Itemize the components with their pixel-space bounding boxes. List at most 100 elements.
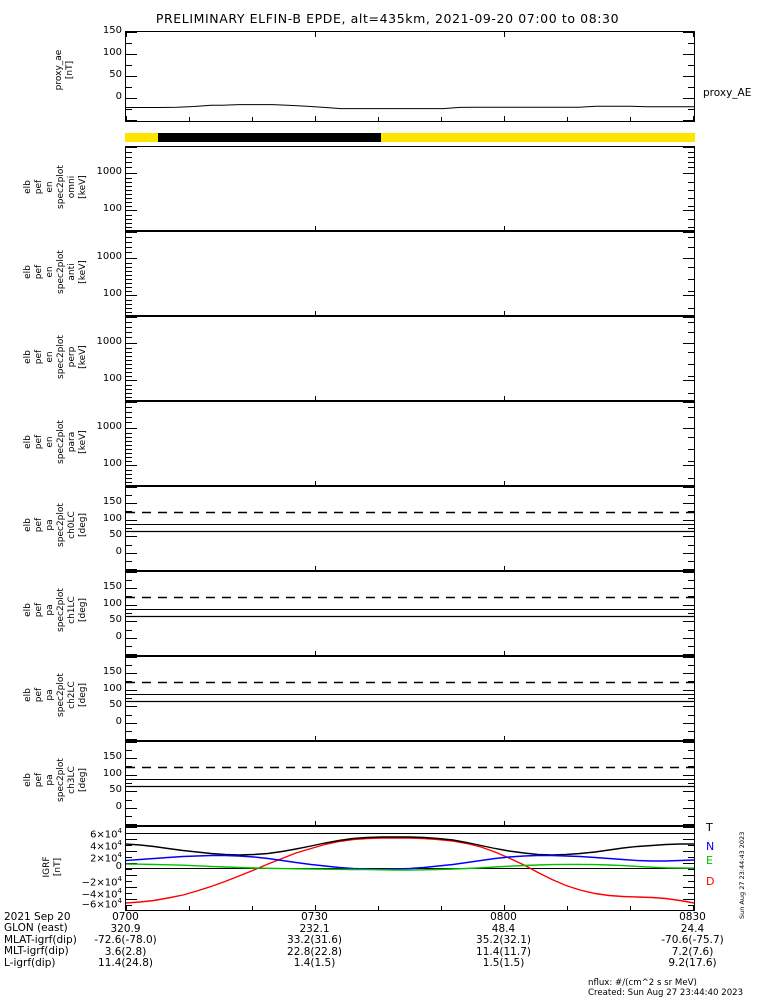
ylabel-word: spec2plot [56,673,66,717]
panel-epde-para-ylabel: elb pef en spec2plot para [keV] [10,401,120,486]
panel-pa-ch0lc-ytick-150: 150 [102,496,122,507]
panel-igrf-ytick-2e4: 2×104 [56,850,122,864]
xtick-label: 0730 [301,911,328,923]
panel-pa-ch2lc-ytick-150: 150 [102,666,122,677]
ephemeris-value-l: 11.4(24.8) [98,957,153,970]
ylabel-units: [deg] [78,598,88,622]
panel-epde-perp [125,316,695,401]
panel-igrf-ytick-m2e4: −2×104 [56,874,122,888]
pa-ch2lc-plot [126,657,694,740]
panel-igrf-ytick-0: 0 [115,861,122,872]
ephemeris-date-label: 2021 Sep 20 [4,911,71,923]
panel-pa-ch1lc [125,571,695,656]
ephemeris-column-0700: 0700 320.9 -72.6(-78.0) 3.6(2.8) 11.4(24… [73,911,178,970]
ytick-exponent: 4 [117,851,122,859]
panel-epde-omni-ytick-100: 100 [102,203,122,214]
ylabel-word: en [45,181,55,193]
ylabel-word: pa [45,689,55,701]
igrf-legend-N: N [706,840,715,853]
panel-epde-anti-ytick-1000: 1000 [96,251,122,262]
ytick-exponent: 4 [117,839,122,847]
epde-omni-plot [126,147,694,230]
panel-pa-ch3lc-ytick-50: 50 [109,784,122,795]
panel-pa-ch2lc-ytick-0: 0 [115,716,122,727]
ephemeris-value-mlt: 7.2(7.6) [671,945,714,958]
igrf-plot [126,827,694,910]
ephemeris-value-l: 9.2(17.6) [668,957,717,970]
ephemeris-value-mlat: -70.6(-75.7) [661,934,724,947]
panel-pa-ch1lc-ytick-150: 150 [102,581,122,592]
ytick-mantissa: 2×10 [90,853,118,865]
panel-igrf-ytick-4e4: 4×104 [56,838,122,852]
pa-ch3lc-plot [126,742,694,825]
ylabel-word: spec2plot [56,335,66,379]
ephemeris-column-0800: 0800 48.4 35.2(32.1) 11.4(11.7) 1.5(1.5) [451,911,556,970]
ylabel-units: [deg] [78,513,88,537]
ylabel-word: elb [23,435,33,449]
ytick-mantissa: 6×10 [90,829,118,841]
pa-ch1lc-plot [126,572,694,655]
ylabel-word: perp [67,346,77,368]
panel-epde-anti-ytick-100: 100 [102,288,122,299]
coverage-bar-science-segment [158,133,381,142]
panel-epde-perp-ytick-1000: 1000 [96,336,122,347]
panel-epde-omni-ytick-1000: 1000 [96,166,122,177]
ylabel-word: elb [23,603,33,617]
panel-pa-ch0lc [125,486,695,571]
ylabel-word: pa [45,519,55,531]
xtick-label: 0830 [679,911,706,923]
ephemeris-row-label-l: L-igrf(dip) [4,957,56,969]
panel-epde-omni [125,146,695,231]
ytick-mantissa: 4×10 [90,841,118,853]
panel-proxy-ae-ytick-150: 150 [102,25,122,36]
ylabel-word: pef [34,179,44,195]
ylabel-word: spec2plot [56,588,66,632]
footer-created-note: Created: Sun Aug 27 23:44:40 2023 [588,988,744,998]
ytick-exponent: 4 [117,827,122,835]
ytick-exponent: 4 [117,897,122,905]
xtick-label: 0700 [112,911,139,923]
ylabel-word: en [45,351,55,363]
ylabel-word: pef [34,602,44,618]
panel-proxy-ae-ylabel-line-1: [nT] [65,60,75,80]
ephemeris-column-0730: 0730 232.1 33.2(31.6) 22.8(22.8) 1.4(1.5… [262,911,367,970]
epde-perp-plot [126,317,694,400]
panel-proxy-ae-ytick-100: 100 [102,47,122,58]
ylabel-word: pef [34,687,44,703]
ylabel-word: ch3LC [67,766,77,794]
ylabel-word: IGRF [42,856,52,878]
ylabel-word: omni [67,175,77,199]
panel-pa-ch0lc-ytick-50: 50 [109,529,122,540]
ephemeris-value-glon: 320.9 [110,922,141,935]
ylabel-word: pa [45,604,55,616]
ephemeris-value-mlt: 3.6(2.8) [104,945,147,958]
ylabel-word: spec2plot [56,420,66,464]
ephemeris-value-mlat: -72.6(-78.0) [94,934,157,947]
pa-ch0lc-plot [126,487,694,570]
ylabel-word: pef [34,434,44,450]
ylabel-word: elb [23,773,33,787]
epde-para-plot [126,402,694,485]
ylabel-word: elb [23,180,33,194]
ytick-mantissa: −2×10 [81,877,118,889]
panel-epde-perp-ytick-100: 100 [102,373,122,384]
ephemeris-value-glon: 48.4 [491,922,516,935]
panel-epde-omni-ylabel: elb pef en spec2plot omni [keV] [10,146,120,231]
ylabel-units: [deg] [78,768,88,792]
panel-pa-ch1lc-ytick-50: 50 [109,614,122,625]
ylabel-word: anti [67,263,77,281]
panel-pa-ch2lc-ytick-50: 50 [109,699,122,710]
footer-units-note: nflux: #/(cm^2 s sr MeV) [588,978,697,988]
panel-pa-ch1lc-ytick-0: 0 [115,631,122,642]
panel-igrf-ytick-6e4: 6×104 [56,826,122,840]
panel-igrf-ytick-m4e4: −4×104 [56,886,122,900]
panel-pa-ch3lc-ytick-100: 100 [102,768,122,779]
panel-epde-anti-ylabel: elb pef en spec2plot anti [keV] [10,231,120,316]
ylabel-word: en [45,436,55,448]
ylabel-word: ch1LC [67,596,77,624]
panel-pa-ch3lc-ytick-150: 150 [102,751,122,762]
igrf-legend-D: D [706,875,715,888]
ephemeris-value-mlt: 22.8(22.8) [287,945,342,958]
panel-pa-ch0lc-ytick-0: 0 [115,546,122,557]
